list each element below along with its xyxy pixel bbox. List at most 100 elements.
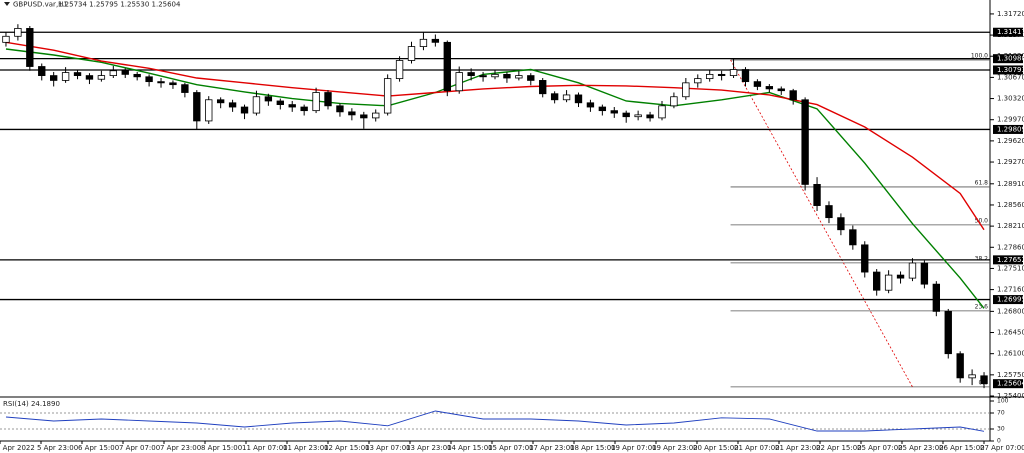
candle-body (431, 38, 440, 43)
chart-ohlc: 1.25734 1.25795 1.25530 1.25604 (58, 1, 181, 9)
x-tick-label: 5 Apr 23:00 (37, 444, 78, 452)
candle-body (956, 353, 964, 379)
candle-body (324, 92, 332, 107)
candle-body (908, 262, 917, 279)
price-box-label: 1.26995 (997, 296, 1024, 304)
x-tick-label: 18 Apr 15:00 (570, 444, 616, 452)
x-tick-label: 26 Apr 15:00 (939, 444, 985, 452)
price-box-label: 1.31417 (997, 28, 1024, 36)
x-tick-label: 27 Apr 07:00 (980, 444, 1024, 452)
y-tick-label: 1.30670 (997, 73, 1024, 81)
candle-body (932, 283, 941, 312)
y-tick-label: 1.25750 (997, 371, 1024, 379)
candle-body (729, 69, 738, 76)
candle-body (813, 184, 821, 206)
candle-body (598, 106, 607, 112)
candle-body (562, 94, 571, 101)
y-tick-label: 1.27860 (997, 243, 1024, 251)
y-tick-label: 1.27160 (997, 286, 1024, 294)
candle-body (646, 114, 654, 119)
candle-body (610, 110, 618, 114)
candle-body (407, 46, 416, 61)
candle-body (753, 81, 762, 87)
candle-body (491, 73, 499, 78)
y-tick-label: 100 (997, 398, 1009, 405)
y-tick-label: 70 (997, 410, 1005, 417)
candle-body (539, 80, 547, 95)
fib-label: 23.6 (975, 303, 989, 310)
x-tick-label: 7 Apr 23:00 (160, 444, 201, 452)
x-tick-label: 11 Apr 07:00 (242, 444, 288, 452)
candle-body (574, 94, 583, 104)
menu-arrow (4, 2, 10, 6)
price-box (993, 124, 1023, 134)
candle-body (861, 244, 869, 273)
candle-body (372, 112, 380, 119)
price-box-label: 1.29809 (997, 125, 1024, 133)
candle-body (348, 111, 356, 116)
candle-body (884, 274, 893, 291)
y-tick-label: 0 (997, 438, 1001, 445)
y-tick-label: 1.29270 (997, 158, 1024, 166)
candle-body (741, 69, 750, 83)
candle-body (157, 81, 165, 84)
candle-body (658, 105, 666, 119)
candle-body (944, 310, 952, 355)
y-tick-label: 1.29970 (997, 116, 1024, 124)
y-tick-label: 1.28910 (997, 180, 1024, 188)
price-box (993, 295, 1023, 305)
price-box (993, 65, 1023, 75)
candle-body (670, 96, 678, 107)
candle-body (252, 96, 261, 114)
fib-label: 38.2 (975, 255, 989, 262)
candle-body (133, 73, 141, 78)
x-tick-label: 12 Apr 15:00 (324, 444, 370, 452)
candle-body (479, 75, 487, 78)
candle-body (968, 374, 976, 379)
candle-body (264, 96, 273, 102)
candle-body (777, 88, 785, 92)
x-tick-label: 19 Apr 07:00 (611, 444, 657, 452)
candle-body (61, 72, 70, 81)
x-tick-label: 19 Apr 23:00 (652, 444, 698, 452)
candle-body (455, 72, 463, 92)
candle-body (801, 99, 809, 185)
candle-body (383, 78, 392, 114)
candle-body (2, 35, 10, 43)
y-tick-label: 1.31720 (997, 10, 1024, 18)
candle-body (26, 28, 34, 67)
y-tick-label: 30 (997, 426, 1005, 433)
rsi-line (5, 410, 985, 432)
candle-body (38, 66, 46, 76)
candle-body (503, 73, 511, 79)
x-tick-label: 8 Apr 15:00 (201, 444, 242, 452)
candle-body (825, 205, 833, 219)
x-tick-label: 13 Apr 07:00 (365, 444, 411, 452)
candle-body (240, 106, 249, 114)
y-tick-label: 1.27510 (997, 264, 1024, 272)
candle-body (288, 104, 296, 108)
candle-body (873, 271, 881, 291)
fib-label: 50.0 (975, 217, 989, 224)
price-box (993, 54, 1023, 64)
candle-body (121, 70, 129, 75)
x-tick-label: 14 Apr 15:00 (447, 444, 493, 452)
x-tick-label: 15 Apr 07:00 (488, 444, 534, 452)
candle-body (109, 70, 117, 76)
candle-body (443, 41, 451, 92)
candle-body (312, 92, 320, 112)
price-box (993, 27, 1023, 37)
candle-body (717, 73, 726, 76)
candle-body (706, 73, 714, 80)
candle-body (586, 102, 595, 108)
price-box-label: 1.27652 (997, 256, 1024, 264)
chart-title: GBPUSD.var,H1 (13, 1, 68, 9)
candle-body (336, 105, 344, 113)
x-tick-label: 25 Apr 23:00 (898, 444, 944, 452)
x-tick-label: 6 Apr 15:00 (78, 444, 119, 452)
last-price-label: 1.25604 (997, 380, 1024, 388)
candle-body (181, 84, 189, 93)
candle-body (228, 102, 237, 108)
candle-body (789, 90, 797, 101)
